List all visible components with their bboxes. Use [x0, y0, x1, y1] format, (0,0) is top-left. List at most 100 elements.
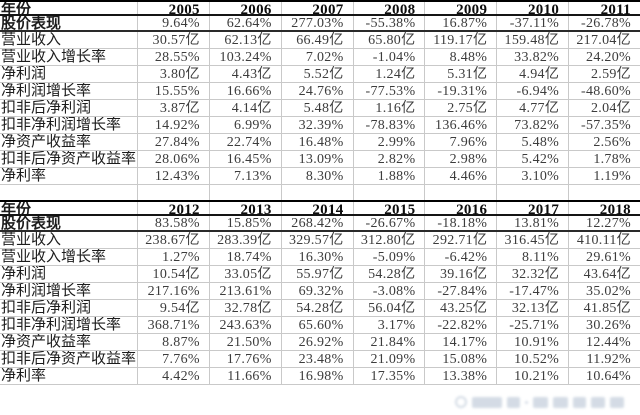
- value-cell: 2.75亿: [424, 100, 496, 116]
- table-row: 扣非净利润增长率 368.71% 243.63% 65.60% 3.17% -22.82%…: [0, 317, 640, 334]
- value-cell: 213.61%: [208, 283, 281, 299]
- value-cell: 159.48亿: [496, 32, 568, 48]
- table-row: 营业收入 30.57亿 62.13亿 66.49亿 65.80亿 119.17亿 159.4…: [0, 32, 640, 49]
- value-cell: 8.48%: [424, 49, 496, 65]
- value-cell: 65.60%: [280, 317, 353, 333]
- value-cell: 27.84%: [137, 134, 209, 150]
- value-cell: 33.82%: [496, 49, 568, 65]
- year-header-cell: 2016: [424, 202, 496, 214]
- value-cell: 32.13亿: [496, 300, 568, 316]
- value-cell: 17.76%: [208, 351, 281, 367]
- value-cell: -27.84%: [424, 283, 496, 299]
- row-label-cell: 净资产收益率: [1, 334, 92, 350]
- value-cell: 39.16亿: [424, 266, 496, 282]
- financial-table-2012-2018: 年份 2012 2013 2014 2015 2016 2017 2018 股价表现 83.58%…: [0, 200, 640, 385]
- value-cell: 1.24亿: [352, 66, 425, 82]
- value-cell: 8.30%: [280, 168, 353, 184]
- value-cell: -78.83%: [352, 117, 425, 133]
- value-cell: -3.08%: [352, 283, 425, 299]
- value-cell: -18.18%: [424, 216, 496, 230]
- year-header-cell: 2006: [208, 2, 281, 14]
- value-cell: 11.66%: [208, 368, 281, 384]
- value-cell: 217.16%: [137, 283, 209, 299]
- value-cell: 7.13%: [208, 168, 281, 184]
- row-label-cell: 净利润增长率: [1, 283, 92, 299]
- value-cell: 15.85%: [208, 216, 281, 230]
- value-cell: -19.31%: [424, 83, 496, 99]
- table-row: 净利率 4.42% 11.66% 16.98% 17.35% 13.38% 10.21% 10…: [0, 368, 640, 385]
- row-label-cell: 扣非净利润增长率: [1, 117, 122, 133]
- watermark-text-blur: [591, 396, 605, 408]
- value-cell: 28.55%: [137, 49, 209, 65]
- watermark-text-blur: [573, 396, 586, 408]
- value-cell: 316.45亿: [496, 232, 568, 248]
- year-header-cell: 2009: [424, 2, 496, 14]
- value-cell: 35.02%: [568, 283, 640, 299]
- value-cell: 13.09%: [280, 151, 353, 167]
- value-cell: 43.25亿: [424, 300, 496, 316]
- table-gap-row: [0, 185, 640, 200]
- value-cell: -37.11%: [496, 16, 568, 30]
- value-cell: 4.42%: [137, 368, 209, 384]
- value-cell: -1.04%: [352, 49, 425, 65]
- row-label-cell: 扣非后净资产收益率: [1, 351, 137, 367]
- value-cell: 24.20%: [568, 49, 640, 65]
- value-cell: 41.85亿: [568, 300, 640, 316]
- value-cell: 13.81%: [496, 216, 568, 230]
- value-cell: 277.03%: [280, 16, 353, 30]
- table-row: 净资产收益率 27.84% 22.74% 16.48% 2.99% 7.96% 5.48% 2…: [0, 134, 640, 151]
- value-cell: 32.39%: [280, 117, 353, 133]
- value-cell: 10.52%: [496, 351, 568, 367]
- value-cell: 292.71亿: [424, 232, 496, 248]
- value-cell: 2.82%: [352, 151, 425, 167]
- value-cell: 4.43亿: [208, 66, 281, 82]
- value-cell: 1.78%: [568, 151, 640, 167]
- row-label-cell: 净利率: [1, 368, 47, 384]
- value-cell: 26.92%: [280, 334, 353, 350]
- watermark-dot: [525, 400, 528, 404]
- value-cell: 10.91%: [496, 334, 568, 350]
- value-cell: 3.17%: [352, 317, 425, 333]
- value-cell: -26.78%: [568, 16, 640, 30]
- table-header-row: 年份 2005 2006 2007 2008 2009 2010 2011: [0, 0, 640, 16]
- value-cell: 17.35%: [352, 368, 425, 384]
- value-cell: 10.54亿: [137, 266, 209, 282]
- value-cell: 5.48亿: [280, 100, 353, 116]
- value-cell: 15.55%: [137, 83, 209, 99]
- gap-cell: [352, 185, 425, 200]
- value-cell: 24.76%: [280, 83, 353, 99]
- value-cell: 16.87%: [424, 16, 496, 30]
- value-cell: 33.05亿: [208, 266, 281, 282]
- table-row: 净利润增长率 15.55% 16.66% 24.76% -77.53% -19.31% -6…: [0, 83, 640, 100]
- value-cell: 7.96%: [424, 134, 496, 150]
- value-cell: 8.11%: [496, 249, 568, 265]
- gap-cell: [0, 185, 137, 200]
- value-cell: 2.56%: [568, 134, 640, 150]
- year-header-cell: 2012: [137, 202, 209, 214]
- value-cell: 238.67亿: [137, 232, 209, 248]
- value-cell: 83.58%: [137, 216, 209, 230]
- value-cell: 12.43%: [137, 168, 209, 184]
- row-label-cell: 股价表现: [1, 216, 62, 230]
- value-cell: 15.08%: [424, 351, 496, 367]
- value-cell: 32.32亿: [496, 266, 568, 282]
- value-cell: 10.21%: [496, 368, 568, 384]
- year-header-cell: 2011: [568, 2, 640, 14]
- row-label-cell: 股价表现: [1, 16, 62, 30]
- year-header-cell: 2014: [280, 202, 353, 214]
- value-cell: 2.99%: [352, 134, 425, 150]
- value-cell: 54.28亿: [352, 266, 425, 282]
- value-cell: 312.80亿: [352, 232, 425, 248]
- value-cell: 55.97亿: [280, 266, 353, 282]
- value-cell: 62.64%: [208, 16, 281, 30]
- value-cell: -17.47%: [496, 283, 568, 299]
- row-label-cell: 扣非后净利润: [1, 100, 92, 116]
- value-cell: 1.88%: [352, 168, 425, 184]
- value-cell: 3.87亿: [137, 100, 209, 116]
- row-label-cell: 营业收入增长率: [1, 49, 107, 65]
- value-cell: 1.27%: [137, 249, 209, 265]
- value-cell: 5.31亿: [424, 66, 496, 82]
- value-cell: 136.46%: [424, 117, 496, 133]
- table-row: 净利润 3.80亿 4.43亿 5.52亿 1.24亿 5.31亿 4.94亿 2.59亿: [0, 66, 640, 83]
- value-cell: 13.38%: [424, 368, 496, 384]
